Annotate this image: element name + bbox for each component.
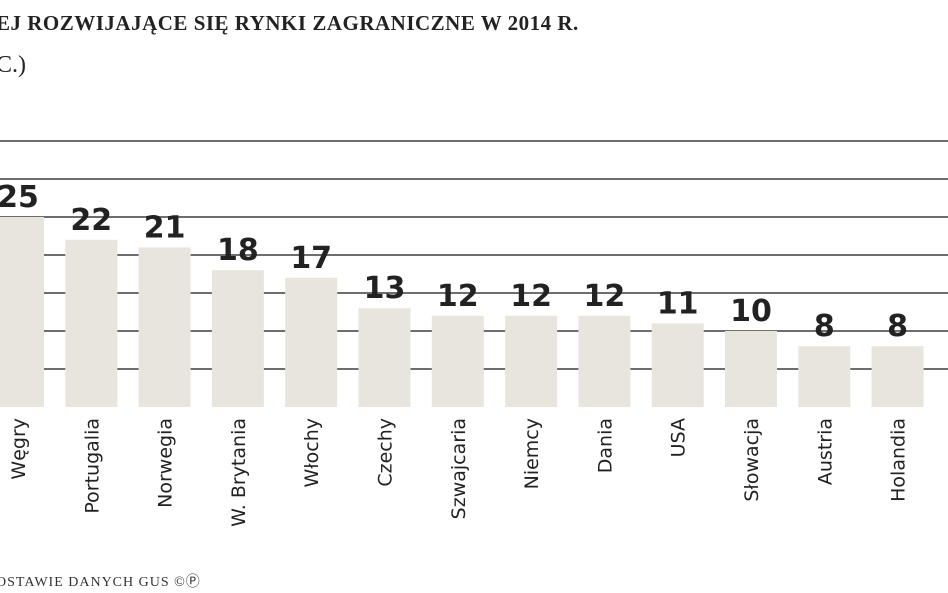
value-label: 8 bbox=[887, 309, 908, 344]
x-tick-label: Austria bbox=[814, 418, 836, 485]
value-label: 11 bbox=[657, 286, 699, 321]
bar bbox=[285, 277, 338, 407]
chart-subtitle: C.) bbox=[0, 52, 26, 78]
value-label: 13 bbox=[364, 271, 406, 306]
value-label: 18 bbox=[217, 233, 259, 268]
value-label: 25 bbox=[0, 180, 39, 215]
bar bbox=[358, 308, 411, 407]
x-tick-label: Niemcy bbox=[521, 418, 543, 489]
bar bbox=[0, 217, 44, 407]
bar bbox=[798, 346, 851, 407]
bar bbox=[431, 315, 484, 407]
value-label: 10 bbox=[730, 294, 772, 329]
x-tick-label: Norwegia bbox=[155, 418, 177, 508]
x-tick-label: Czechy bbox=[375, 418, 397, 487]
bar bbox=[138, 247, 191, 407]
value-label: 22 bbox=[70, 203, 112, 238]
bar bbox=[65, 239, 118, 407]
x-tick-label: Portugalia bbox=[81, 418, 103, 514]
x-tick-label: Węgry bbox=[8, 418, 30, 480]
value-label: 12 bbox=[510, 279, 552, 314]
x-tick-label: Szwajcaria bbox=[448, 418, 470, 519]
bar bbox=[871, 346, 924, 407]
x-tick-label: Włochy bbox=[301, 418, 323, 488]
x-tick-label: Słowacja bbox=[741, 418, 763, 502]
bar bbox=[211, 270, 264, 407]
value-label: 21 bbox=[144, 210, 186, 245]
bar bbox=[505, 315, 558, 407]
x-tick-label: Dania bbox=[594, 418, 616, 473]
bar bbox=[651, 323, 704, 407]
value-label: 17 bbox=[290, 241, 332, 276]
x-tick-label: Holandia bbox=[888, 418, 910, 502]
bar bbox=[725, 331, 777, 407]
x-tick-label: USA bbox=[668, 418, 690, 457]
source: OSTAWIE DANYCH GUS ©Ⓟ bbox=[0, 574, 201, 590]
chart-title: EJ ROZWIJAJĄCE SIĘ RYNKI ZAGRANICZNE W 2… bbox=[0, 11, 579, 35]
value-label: 12 bbox=[437, 279, 479, 314]
bar bbox=[578, 315, 631, 407]
value-label: 12 bbox=[584, 279, 626, 314]
value-label: 8 bbox=[814, 309, 835, 344]
x-tick-label: W. Brytania bbox=[228, 418, 250, 527]
